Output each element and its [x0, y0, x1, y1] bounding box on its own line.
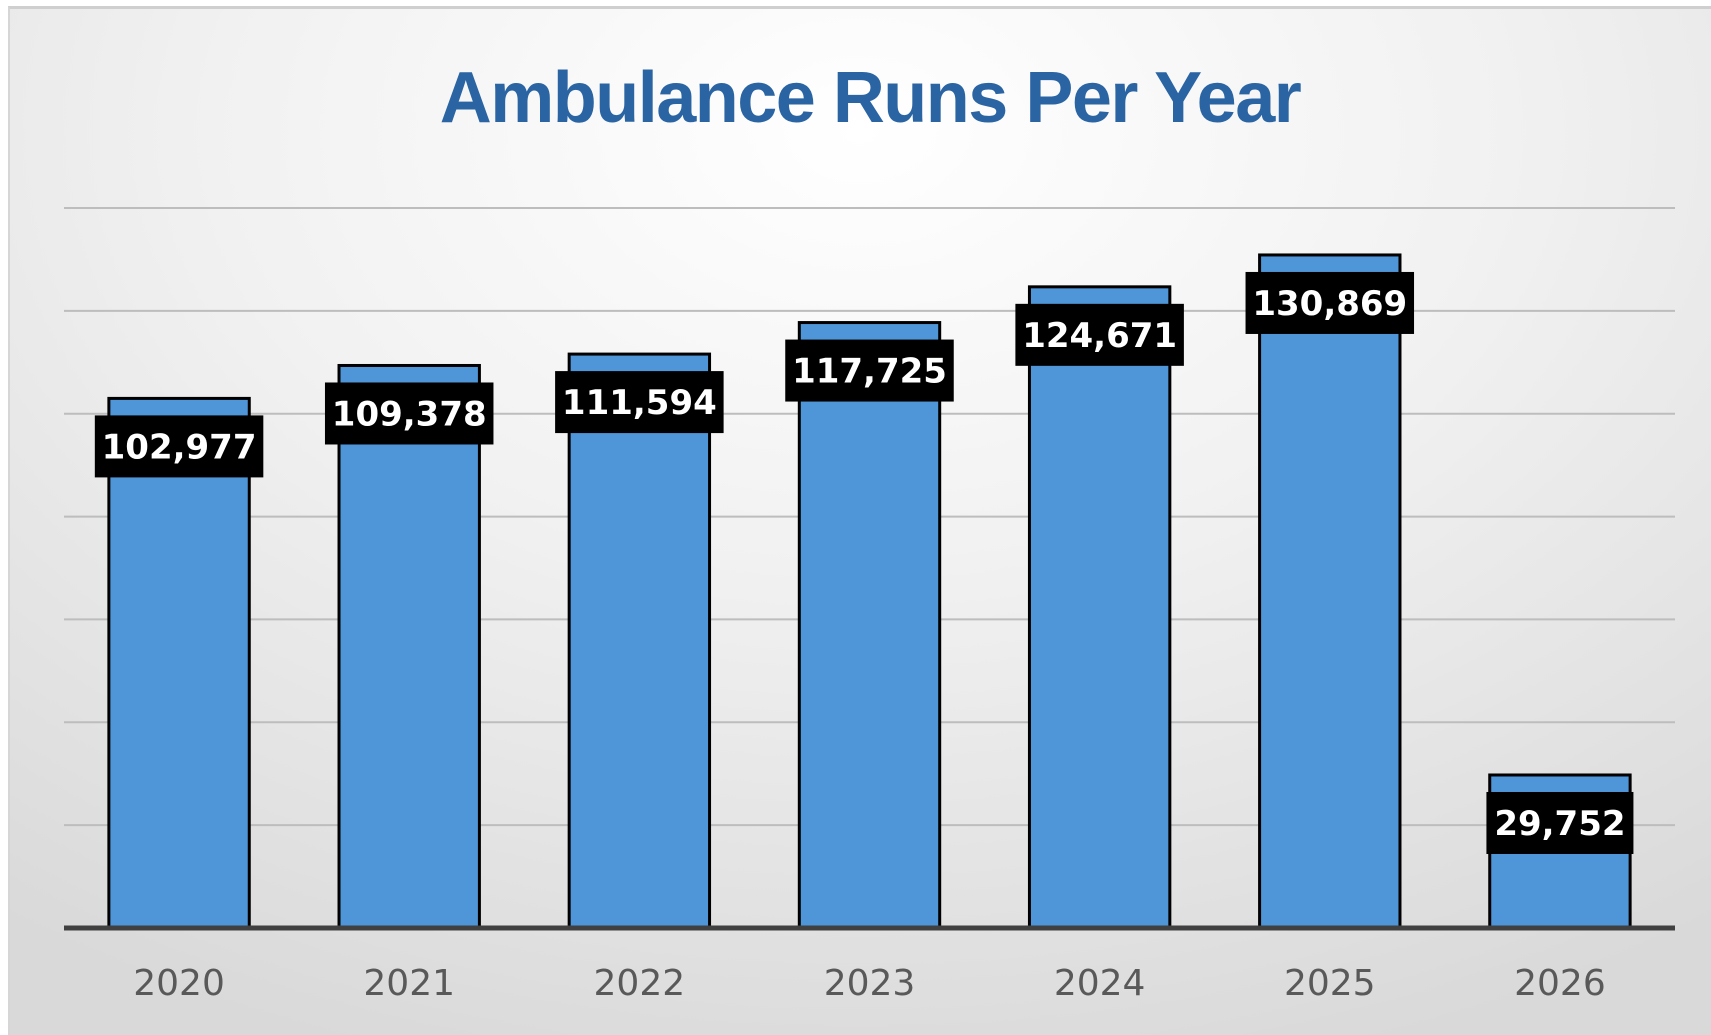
bar-2023 [797, 321, 942, 930]
bar-2025 [1258, 253, 1402, 930]
x-tick-2025: 2025 [1284, 963, 1376, 1004]
data-label-2022: 111,594 [562, 383, 717, 423]
bar-2024 [1027, 285, 1172, 930]
data-label-2024: 124,671 [1022, 316, 1177, 356]
data-label-2021: 109,378 [332, 394, 487, 434]
bar-2021 [337, 363, 481, 930]
data-label-2026: 29,752 [1494, 804, 1625, 844]
x-axis-tick-labels: 2020 2021 2022 2023 2024 2025 2026 [133, 963, 1605, 1004]
data-labels: 102,977 109,378 111,594 117,725 124,671 130,8… [94, 271, 1634, 854]
data-label-box-2026 [1486, 791, 1634, 854]
x-tick-2023: 2023 [824, 963, 916, 1004]
data-label-box-2024 [1015, 303, 1184, 366]
data-label-box-2021 [324, 382, 494, 445]
data-label-2020: 102,977 [102, 427, 257, 467]
x-tick-2024: 2024 [1054, 963, 1146, 1004]
data-label-box-2022 [555, 371, 724, 434]
data-label-box-2020 [94, 415, 264, 478]
x-tick-2021: 2021 [363, 963, 455, 1004]
chart-title: Ambulance Runs Per Year [440, 58, 1301, 138]
x-tick-2022: 2022 [594, 963, 686, 1004]
data-label-2025: 130,869 [1252, 284, 1407, 324]
data-label-2023: 117,725 [792, 352, 947, 392]
data-label-box-2023 [785, 339, 954, 402]
data-label-box-2025 [1245, 271, 1415, 334]
x-tick-2026: 2026 [1514, 963, 1606, 1004]
x-tick-2020: 2020 [133, 963, 225, 1004]
bar-2020 [107, 396, 251, 930]
bar-2022 [567, 352, 712, 930]
